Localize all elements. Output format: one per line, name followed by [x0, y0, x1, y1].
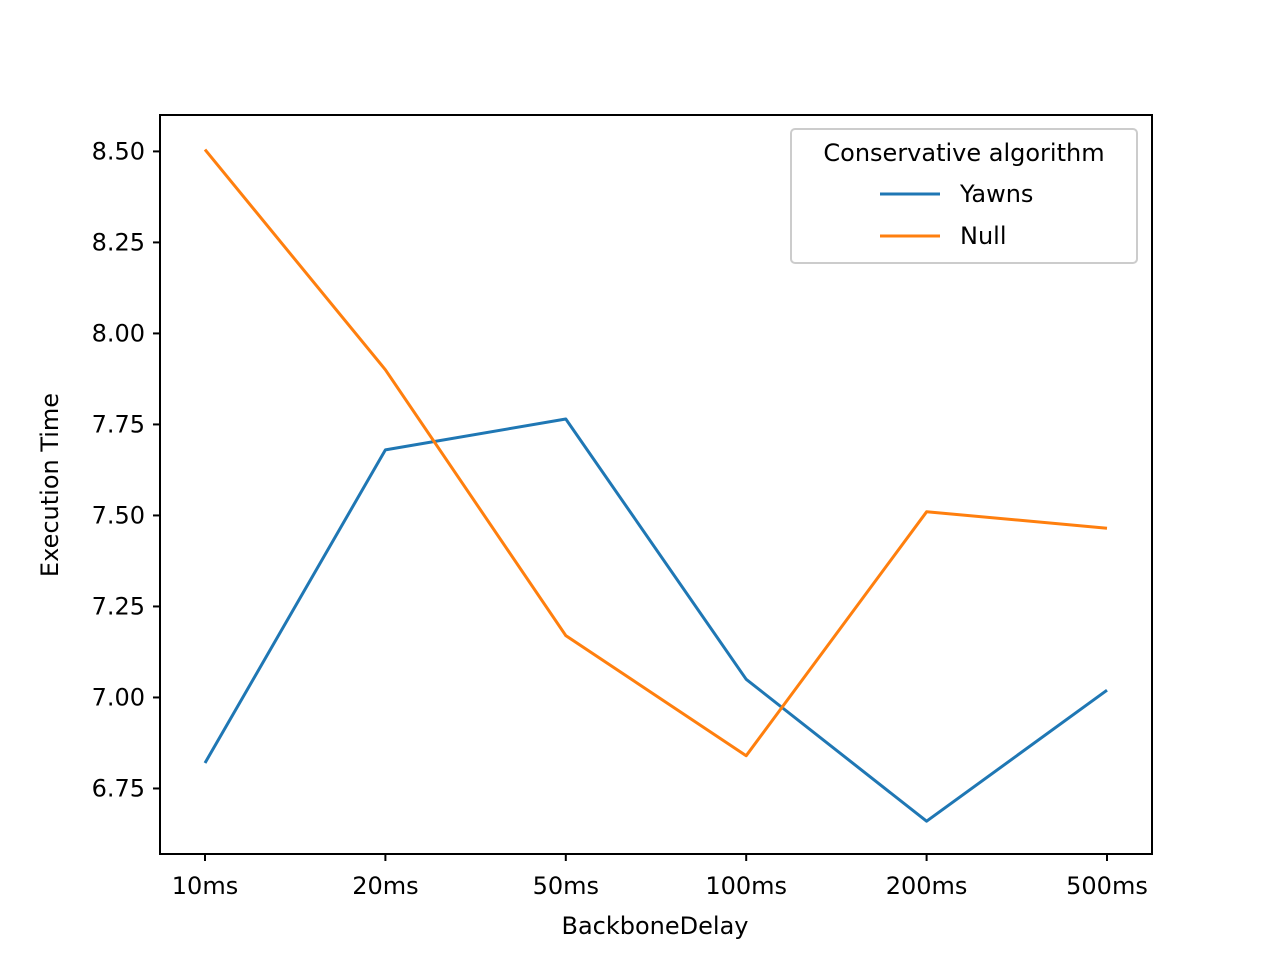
axes-frame: [159, 114, 1153, 855]
legend-box: [790, 128, 1138, 264]
y-tick-label: 7.75: [92, 410, 145, 438]
x-tick-label: 10ms: [172, 872, 238, 900]
y-tick-label: 7.25: [92, 592, 145, 620]
y-tick-label: 8.00: [92, 319, 145, 347]
y-tick-label: 6.75: [92, 774, 145, 802]
plot-area: [203, 148, 1108, 823]
x-tick-label: 200ms: [886, 872, 968, 900]
legend: Conservative algorithm Yawns Null: [790, 128, 1138, 264]
legend-title: Conservative algorithm: [823, 139, 1104, 167]
y-tick-label: 8.25: [92, 228, 145, 256]
legend-label-yawns: Yawns: [959, 180, 1033, 208]
series-line-yawns: [203, 417, 1108, 823]
x-tick-label: 20ms: [352, 872, 418, 900]
axes: 10ms 20ms 50ms 100ms 200ms 500ms 6.75 7.00 7.25 7…: [92, 114, 1153, 900]
y-axis-label: Execution Time: [36, 393, 64, 577]
x-tick-label: 500ms: [1066, 872, 1148, 900]
y-tick-label: 7.00: [92, 683, 145, 711]
legend-label-null: Null: [960, 222, 1007, 250]
y-tick-label: 7.50: [92, 501, 145, 529]
y-tick-label: 8.50: [92, 137, 145, 165]
x-tick-label: 100ms: [705, 872, 787, 900]
x-tick-label: 50ms: [533, 872, 599, 900]
series-line-null: [203, 148, 1108, 758]
x-axis-label: BackboneDelay: [562, 912, 749, 940]
